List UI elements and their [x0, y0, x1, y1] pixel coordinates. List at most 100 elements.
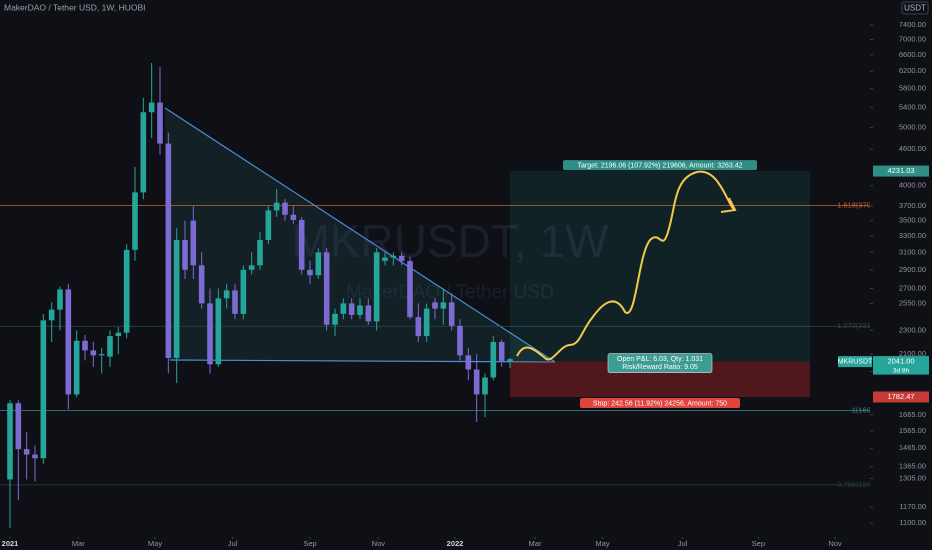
candle-body	[248, 265, 255, 270]
target-box	[563, 160, 757, 171]
level-label: 1.272(2336.46)	[837, 321, 888, 330]
candle-body	[57, 289, 63, 310]
candle-body	[190, 220, 197, 266]
candle-body	[490, 341, 497, 378]
watermark-symbol: MKRUSDT, 1W	[292, 215, 609, 267]
candle-body	[223, 290, 230, 299]
candle-body	[107, 336, 113, 357]
candle-body	[465, 355, 472, 370]
candle-body	[365, 305, 372, 322]
candle-body	[182, 240, 188, 270]
y-tick-label: 3700.00	[899, 201, 926, 210]
candle-body	[473, 369, 480, 395]
currency: USDT	[904, 4, 926, 13]
chart-title: MakerDAO / Tether USD, 1W, HUOBI	[4, 2, 146, 12]
candle-body	[332, 313, 338, 325]
candle-body	[198, 265, 205, 304]
target-zone	[510, 171, 810, 362]
level-label: 0.786(1273.15)	[837, 480, 888, 489]
candle-body	[232, 290, 238, 314]
candle-body	[32, 454, 38, 459]
x-tick-label: Nov	[372, 539, 386, 548]
candle-body	[307, 269, 313, 276]
candle-body	[323, 252, 330, 325]
y-tick-label: 5800.00	[899, 84, 926, 93]
x-tick-label: Mar	[529, 539, 542, 548]
y-tick-label: 1465.00	[899, 443, 926, 452]
y-tick-label: 1565.00	[899, 426, 926, 435]
x-tick-label: 2021	[2, 539, 19, 548]
candle-body	[507, 359, 513, 362]
candle-body	[123, 249, 130, 333]
watermark: MKRUSDT, 1W MakerDAO / Tether USD	[292, 215, 609, 303]
y-tick-label: 6600.00	[899, 50, 926, 59]
y-tick-label: 1665.00	[899, 410, 926, 419]
x-tick-label: Sep	[303, 539, 316, 548]
y-tick-label: 3100.00	[899, 247, 926, 256]
candle-body	[173, 240, 180, 358]
candle-body	[98, 354, 105, 356]
candle-body	[340, 303, 347, 314]
x-tick-label: Sep	[752, 539, 765, 548]
target-text: Target: 2196.06 (107.92%) 219606, Amount…	[577, 162, 742, 169]
y-tick-label: 4600.00	[899, 144, 926, 153]
candle-body	[48, 309, 55, 321]
projection-arrow	[720, 197, 737, 213]
x-tick-label: May	[148, 539, 162, 548]
candle-body	[415, 317, 422, 337]
candle-body	[23, 449, 30, 455]
candle-body	[65, 289, 72, 395]
y-tick-label: 1365.00	[899, 462, 926, 471]
candle-body	[140, 112, 147, 193]
candle-body	[240, 269, 247, 314]
candle-body	[257, 240, 263, 266]
candle-body	[407, 260, 413, 318]
y-tick-label: 5000.00	[899, 122, 926, 131]
projection-drawing	[516, 170, 735, 361]
pnl-text: Open P&L: 6.03, Qty: 1.031	[617, 356, 703, 363]
candle-body	[273, 202, 280, 211]
candle-body	[207, 303, 213, 365]
candle-body	[390, 255, 397, 258]
candle-body	[215, 298, 222, 365]
candle-body	[157, 102, 163, 144]
target-price: 4231.03	[887, 166, 914, 175]
info-box	[607, 353, 713, 373]
y-tick-label: 1100.00	[899, 518, 926, 527]
candle-body	[82, 340, 88, 351]
x-axis: 2021 Mar May Jul Sep Nov 2022 Mar May Jul Sep Nov	[2, 537, 842, 548]
candle-body	[40, 320, 47, 459]
candle-body	[15, 403, 22, 450]
candle-body	[315, 252, 322, 276]
candle-body	[348, 303, 355, 315]
candle-body	[498, 341, 505, 362]
candle-body	[265, 210, 272, 241]
stop-price-bg	[873, 391, 929, 403]
candle-body	[90, 350, 97, 356]
symbol-bg	[838, 356, 872, 368]
y-tick-label: 3300.00	[899, 231, 926, 240]
x-tick-label: 2022	[447, 539, 464, 548]
y-tick-label: 2100.00	[899, 349, 926, 358]
y-tick-label: 7400.00	[899, 20, 926, 29]
candle-body	[457, 325, 463, 356]
y-tick-label: 2300.00	[899, 325, 926, 334]
candle-body	[148, 102, 155, 113]
y-tick-label: 3500.00	[899, 216, 926, 225]
candle-body	[448, 302, 455, 326]
stop-price: 1782.47	[887, 392, 914, 401]
candle-body	[73, 340, 80, 395]
countdown-bg	[873, 366, 929, 375]
candle-body	[440, 302, 447, 309]
candle-body	[382, 257, 388, 261]
x-tick-label: Jul	[678, 539, 688, 548]
y-tick-label: 2900.00	[899, 265, 926, 274]
level-label: 1.618(3709.16)	[837, 200, 888, 209]
y-tick-label: 5400.00	[899, 102, 926, 111]
candle-body	[398, 255, 405, 261]
candle-body	[373, 252, 380, 322]
ratio-text: Risk/Reward Ratio: 9.05	[622, 364, 698, 371]
